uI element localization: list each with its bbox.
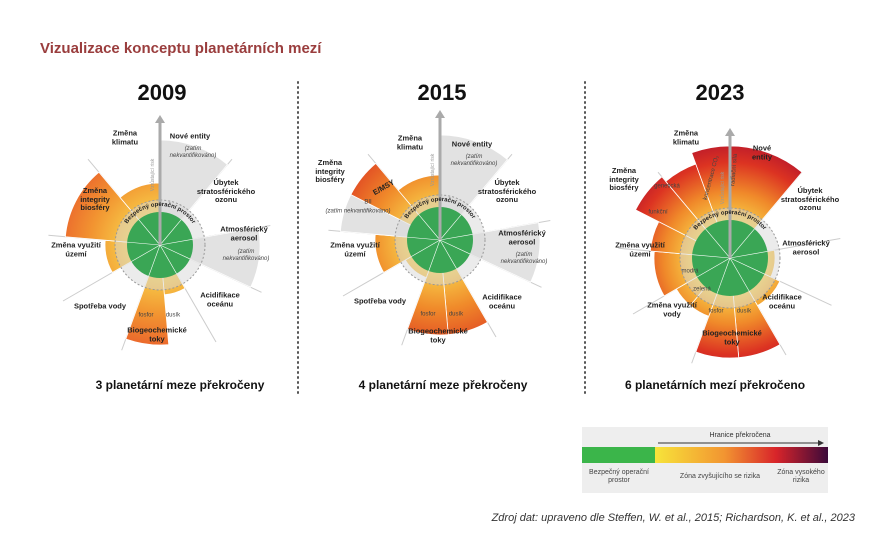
boundary [114,199,206,291]
caption: 3 planetární meze překročeny [95,378,265,392]
inner-divider [428,239,441,272]
label: Změna využití území [330,240,380,258]
inner-divider [439,214,462,241]
label: Acidifikace oceánu [762,292,802,310]
note: (zatím nekvantifikováno) [450,154,498,167]
axis-label: Vzrůstající risk [429,153,436,186]
label: Úbytek stratosférického ozonu [196,178,256,205]
legend-safe [582,447,655,463]
legend-item: Zóna zvyšujícího se rizika [679,472,761,480]
label: fosfor [420,311,436,318]
risk-arrowhead [725,128,735,136]
risk-arrowhead [435,110,445,118]
inner-divider [159,238,193,246]
inner-divider [131,244,161,262]
boundary [679,207,781,309]
inner-divider [439,239,457,269]
label: Biogeochemické toky [408,326,468,344]
label: Změna využití vody [647,300,697,318]
label: Atmosférický aerosol [782,238,830,256]
label: Změna integrity biosféry [315,158,345,185]
label: funkční [648,209,668,216]
label: Nové entity [169,131,211,141]
inner-divider [411,239,441,257]
note: (zatím nekvantifikováno) [500,252,548,265]
inner-divider [729,228,755,259]
inner-divider [439,233,473,241]
inner-divider [729,257,765,275]
legend-header: Hranice překročena [709,432,770,439]
inner-divider [159,244,177,274]
inner-divider [696,257,731,278]
label: Atmosférický aerosol [498,228,546,246]
axis-label: Vzrůstající risk [149,158,156,191]
inner-divider [138,219,161,246]
label: Biogeochemické toky [702,328,762,346]
caption: 6 planetárních mezí překročeno [624,378,806,392]
label: Spotřeba vody [73,301,127,311]
inner-divider [127,241,161,246]
label: Změna integrity biosféry [80,186,110,213]
label: Spotřeba vody [353,296,407,306]
legend-risk [655,447,828,463]
inner-divider [159,219,182,246]
label: fosfor [708,308,724,315]
note: (zatím nekvantifikováno) [325,208,391,215]
legend-item: Bezpečný operační prostor [589,468,649,484]
label: Nové entity [451,139,493,149]
label: Změna využití území [615,240,665,258]
note: (zatím nekvantifikováno) [222,249,270,262]
label: genetická [654,183,680,190]
inner-divider [407,236,441,241]
caption: 4 planetární meze překročeny [358,378,528,392]
label: dusík [448,311,464,318]
inner-divider [729,251,768,259]
label: fosfor [138,312,154,319]
label: BII [364,199,372,206]
inner-divider [716,257,731,294]
label: Acidifikace oceánu [200,290,240,308]
label: dusík [165,312,181,319]
source: Zdroj dat: upraveno dle Steffen, W. et a… [491,512,856,524]
year: 2009 [137,80,187,105]
title: Vizualizace konceptu planetárních mezí [40,40,322,57]
inner-divider [439,239,471,255]
label: Změna integrity biosféry [609,166,639,193]
label: Změna klimatu [672,128,700,146]
note: (zatím nekvantifikováno) [169,146,217,159]
label: Nové entity [751,143,772,161]
label: Atmosférický aerosol [220,224,268,242]
label: Úbytek stratosférického ozonu [780,186,840,213]
label: zelená [693,286,711,293]
inner-divider [418,214,441,241]
label: Změna klimatu [111,128,139,146]
inner-divider [159,244,191,260]
label: Acidifikace oceánu [482,292,522,310]
legend-arrowhead [818,440,824,446]
year: 2023 [695,80,745,105]
label: modrá [681,268,699,275]
inner-divider [729,257,750,292]
label: dusík [736,308,752,315]
inner-divider [148,244,161,277]
inner-divider [705,228,731,259]
risk-arrowhead [155,115,165,123]
label: Biogeochemické toky [127,325,187,343]
label: Změna klimatu [396,133,424,151]
label: Úbytek stratosférického ozonu [477,178,537,205]
label: Změna využití území [51,240,101,258]
axis-label: Vzrůstající risk [719,171,726,204]
year: 2015 [417,80,467,105]
boundary [394,194,486,286]
inner-divider [692,254,731,259]
legend-item: Zóna vysokého rizika [777,468,825,484]
